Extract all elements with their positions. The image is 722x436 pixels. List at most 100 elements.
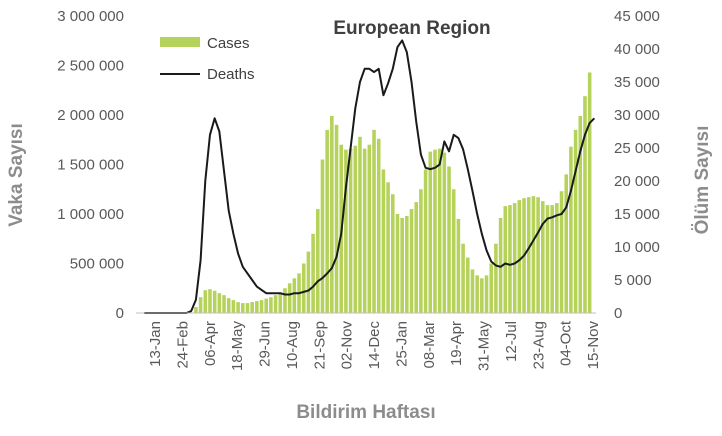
cases-bar <box>470 269 475 313</box>
cases-bar <box>484 275 489 313</box>
y-right-tick-label: 30 000 <box>614 107 660 124</box>
cases-bar <box>517 200 522 313</box>
y-right-tick-label: 15 000 <box>614 206 660 223</box>
cases-bar <box>208 289 212 313</box>
cases-bar <box>442 152 447 313</box>
cases-bar <box>231 300 236 313</box>
cases-bar <box>508 205 512 313</box>
cases-bars <box>189 72 592 314</box>
x-axis-ticks: 13-Jan 24-Feb 06-Apr 18-May 29-Jun 10-Aug 21-S… <box>147 320 602 371</box>
x-axis-title: Bildirim Haftası <box>296 402 435 423</box>
x-tick-label: 23-Aug <box>530 321 547 369</box>
cases-bar <box>587 72 592 314</box>
cases-bar <box>461 243 465 313</box>
cases-bar <box>550 205 554 313</box>
y-right-tick-label: 40 000 <box>614 41 660 58</box>
cases-bar <box>222 295 226 313</box>
cases-bar <box>325 129 329 313</box>
cases-bar <box>451 189 456 313</box>
cases-bar <box>555 203 559 313</box>
y-right-tick-label: 0 <box>614 305 622 322</box>
cases-bar <box>573 129 578 313</box>
cases-bar <box>306 251 311 313</box>
x-tick-label: 24-Feb <box>174 321 191 369</box>
cases-bar <box>269 297 273 313</box>
x-tick-label: 31-May <box>476 321 493 372</box>
cases-bar <box>489 263 493 313</box>
cases-bar <box>226 298 231 313</box>
deaths-line <box>144 39 596 314</box>
cases-bar <box>405 215 409 313</box>
x-tick-label: 14-Dec <box>366 321 383 370</box>
x-tick-label: 04-Oct <box>558 320 575 366</box>
cases-bar <box>330 115 334 314</box>
y-right-tick-label: 20 000 <box>614 173 660 190</box>
y-left-tick-label: 2 000 000 <box>57 107 124 124</box>
cases-bar <box>583 96 587 313</box>
cases-bar <box>386 182 390 313</box>
legend-cases-swatch <box>160 37 200 47</box>
y-right-tick-label: 5 000 <box>614 272 652 289</box>
x-tick-label: 29-Jun <box>257 321 274 367</box>
y-left-tick-label: 1 000 000 <box>57 206 124 223</box>
y-axis-right-ticks: 0 5 000 10 000 15 000 20 000 25 000 30 000 35 0… <box>614 8 660 322</box>
y-left-tick-label: 2 500 000 <box>57 58 124 75</box>
cases-bar <box>498 217 503 313</box>
y-axis-left-ticks: 0 500 000 1 000 000 1 500 000 2 000 000 2 500… <box>57 8 124 322</box>
cases-bar <box>212 290 217 313</box>
cases-bar <box>503 206 508 313</box>
cases-bar <box>283 288 287 313</box>
legend-deaths-label: Deaths <box>207 66 255 83</box>
cases-bar <box>245 303 250 313</box>
cases-bar <box>264 298 268 313</box>
cases-bar <box>255 301 259 313</box>
cases-bar <box>278 293 283 313</box>
cases-bar <box>545 205 550 313</box>
y-axis-left-title: Vaka Sayısı <box>6 123 27 227</box>
cases-bar <box>419 189 423 313</box>
cases-bar <box>437 148 442 313</box>
cases-bar <box>428 151 433 313</box>
cases-bar <box>512 203 517 313</box>
cases-bar <box>362 148 367 313</box>
cases-bar <box>217 293 222 313</box>
cases-bar <box>353 145 358 313</box>
cases-bar <box>541 201 545 313</box>
cases-bar <box>203 290 208 313</box>
y-left-tick-label: 0 <box>116 305 124 322</box>
x-tick-label: 18-May <box>229 321 246 372</box>
y-right-tick-label: 25 000 <box>614 140 660 157</box>
cases-bar <box>358 136 362 313</box>
cases-bar <box>559 191 564 313</box>
x-tick-label: 08-Mar <box>421 321 438 369</box>
y-right-tick-label: 45 000 <box>614 8 660 25</box>
cases-bar <box>456 218 461 313</box>
y-left-tick-label: 3 000 000 <box>57 8 124 25</box>
chart-title: European Region <box>333 18 490 39</box>
cases-bar <box>287 283 292 313</box>
cases-bar <box>273 295 278 313</box>
cases-bar <box>414 202 418 313</box>
cases-bar <box>480 278 484 313</box>
cases-bar <box>236 302 240 313</box>
cases-bar <box>292 278 297 313</box>
cases-bar <box>409 209 414 313</box>
y-axis-right-title: Ölüm Sayısı <box>692 126 713 235</box>
y-left-tick-label: 1 500 000 <box>57 157 124 174</box>
x-tick-label: 06-Apr <box>202 321 219 366</box>
x-tick-label: 19-Apr <box>448 321 465 366</box>
cases-bar <box>447 166 451 313</box>
cases-bar <box>564 174 568 313</box>
cases-bar <box>316 209 320 313</box>
cases-bar <box>381 169 386 313</box>
cases-bar <box>569 146 573 313</box>
cases-bar <box>466 257 470 313</box>
cases-bar <box>320 159 325 313</box>
legend-cases-label: Cases <box>207 35 250 52</box>
x-tick-label: 25-Jan <box>393 321 410 367</box>
x-tick-label: 15-Nov <box>585 321 602 370</box>
cases-bar <box>526 197 531 313</box>
x-tick-label: 21-Sep <box>311 321 328 369</box>
cases-bar <box>372 129 376 313</box>
cases-bar <box>301 263 306 313</box>
